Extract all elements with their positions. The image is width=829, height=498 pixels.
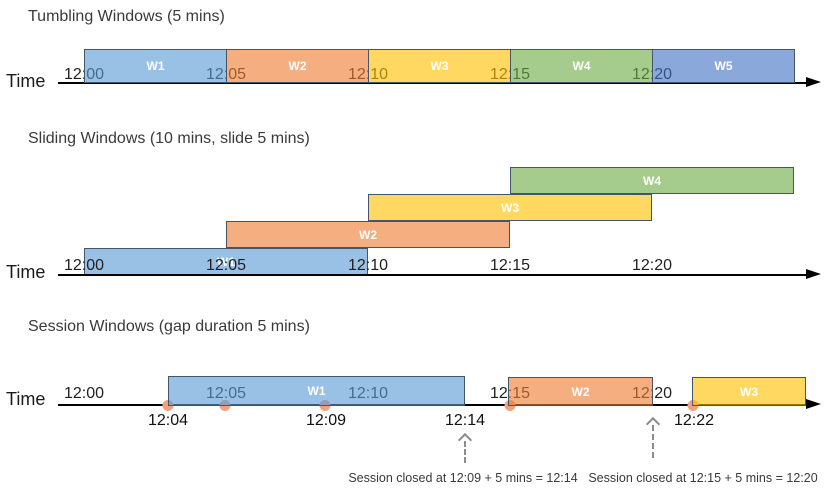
window-label: W3 [501, 200, 519, 215]
window-label: W4 [572, 59, 591, 73]
tumbling-time-axis [58, 82, 808, 84]
window-label: W2 [359, 227, 377, 242]
sliding-window-w3: W3 [368, 194, 652, 221]
session-window-w3: W3 [692, 377, 806, 406]
window-label: W4 [643, 173, 661, 188]
session-tick-1200: 12:00 [63, 385, 105, 402]
window-label: W3 [740, 384, 758, 399]
sliding-tick-1210: 12:10 [347, 257, 389, 274]
event-time-1209: 12:09 [305, 412, 347, 429]
window-label: W1 [146, 59, 165, 73]
tumbling-window-w1: W1 [84, 49, 227, 83]
sliding-window-w4: W4 [510, 167, 794, 194]
session-axis-arrowhead-icon [806, 399, 821, 409]
window-label: W2 [288, 59, 307, 73]
tumbling-title: Tumbling Windows (5 mins) [28, 8, 225, 25]
sliding-axis-arrowhead-icon [806, 269, 821, 279]
sliding-tick-1200: 12:00 [63, 257, 105, 274]
session-close-annotation-2: Session closed at 12:15 + 5 mins = 12:20 [588, 471, 818, 485]
window-label: W3 [430, 59, 449, 73]
window-label: W5 [714, 59, 733, 73]
session-title: Session Windows (gap duration 5 mins) [28, 318, 310, 335]
window-label: W1 [217, 254, 235, 269]
window-label: W2 [571, 384, 590, 399]
session-window-w1: W1 [168, 376, 465, 406]
sliding-window-w2: W2 [226, 221, 510, 248]
sliding-title: Sliding Windows (10 mins, slide 5 mins) [28, 130, 310, 147]
window-label: W1 [307, 384, 326, 398]
tumbling-window-w2: W2 [226, 49, 369, 83]
tumbling-axis-arrowhead-icon [806, 77, 821, 87]
session-close-annotation-1: Session closed at 12:09 + 5 mins = 12:14 [348, 471, 578, 485]
event-time-1204: 12:04 [147, 412, 189, 429]
sliding-time-axis [58, 274, 808, 276]
event-time-1214: 12:14 [444, 412, 486, 429]
event-time-1222: 12:22 [673, 412, 715, 429]
tumbling-time-axis-label: Time [6, 71, 46, 91]
tumbling-window-w5: W5 [652, 49, 795, 83]
sliding-time-axis-label: Time [6, 262, 46, 282]
session-time-axis-label: Time [6, 389, 46, 409]
sliding-tick-1215: 12:15 [489, 257, 531, 274]
dashed-line [652, 425, 654, 458]
session-window-w2: W2 [508, 377, 653, 406]
dashed-line [464, 441, 466, 463]
tumbling-window-w3: W3 [368, 49, 511, 83]
tumbling-window-w4: W4 [510, 49, 653, 83]
sliding-tick-1205: 12:05 [205, 257, 247, 274]
sliding-tick-1220: 12:20 [631, 257, 673, 274]
